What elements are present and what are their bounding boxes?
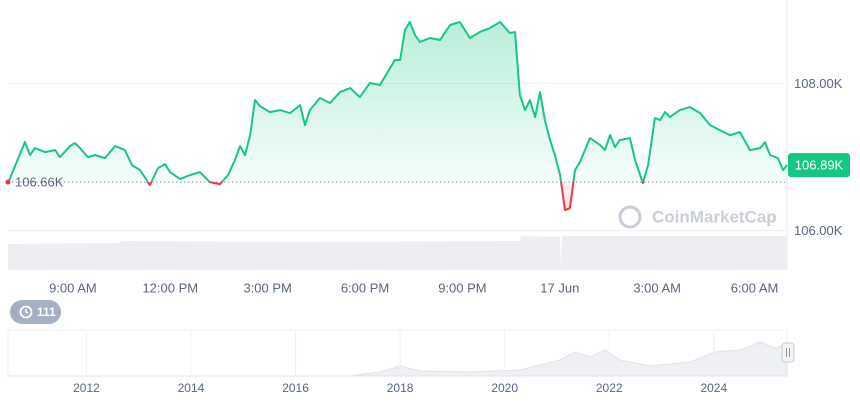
baseline-label: 106.66K — [15, 175, 64, 190]
navigator-tick-label: 2014 — [178, 381, 205, 395]
baseline-dot — [5, 179, 11, 185]
handle[interactable] — [781, 342, 795, 363]
last-price-tag — [788, 153, 850, 178]
history-badge[interactable]: 111 — [10, 300, 61, 324]
x-tick-label: 9:00 AM — [49, 280, 97, 295]
y-tick-label: 106.00K — [794, 223, 843, 238]
navigator-handle[interactable] — [781, 342, 795, 363]
navigator-overview — [8, 341, 788, 377]
navigator-tick-label: 2016 — [282, 381, 309, 395]
x-tick-label: 3:00 AM — [633, 280, 681, 295]
x-tick-label: 17 Jun — [540, 280, 579, 295]
navigator-tick-label: 2022 — [596, 381, 623, 395]
area-fill — [8, 21, 787, 211]
navigator-tick-label: 2018 — [387, 381, 414, 395]
x-tick-label: 6:00 AM — [731, 280, 779, 295]
navigator-tick-label: 2020 — [491, 381, 518, 395]
last-price-label: 106.89K — [795, 158, 844, 173]
badge-icon — [19, 305, 33, 319]
volume-bars — [8, 236, 787, 270]
x-tick-label: 6:00 PM — [341, 280, 389, 295]
watermark-logo — [618, 205, 642, 229]
x-tick-label: 3:00 PM — [243, 280, 291, 295]
price-line — [7, 20, 788, 212]
watermark-text: CoinMarketCap — [652, 207, 777, 226]
badge-icon-hand — [25, 309, 29, 314]
x-tick-label: 12:00 PM — [142, 280, 198, 295]
badge-count: 111 — [37, 305, 56, 319]
plot-area: 108.00K 106.00K 9:00 AM 12:00 PM 3:00 PM 6:00… — [5, 20, 850, 295]
navigator-tick-label: 2012 — [73, 381, 100, 395]
badge-bg[interactable] — [10, 300, 61, 324]
navigator-tick-label: 2024 — [700, 381, 727, 395]
y-tick-label: 108.00K — [794, 76, 843, 91]
x-tick-label: 9:00 PM — [438, 280, 486, 295]
watermark: CoinMarketCap — [618, 205, 777, 229]
navigator: 2012 2014 2016 2018 2020 2022 2024 — [73, 330, 727, 395]
